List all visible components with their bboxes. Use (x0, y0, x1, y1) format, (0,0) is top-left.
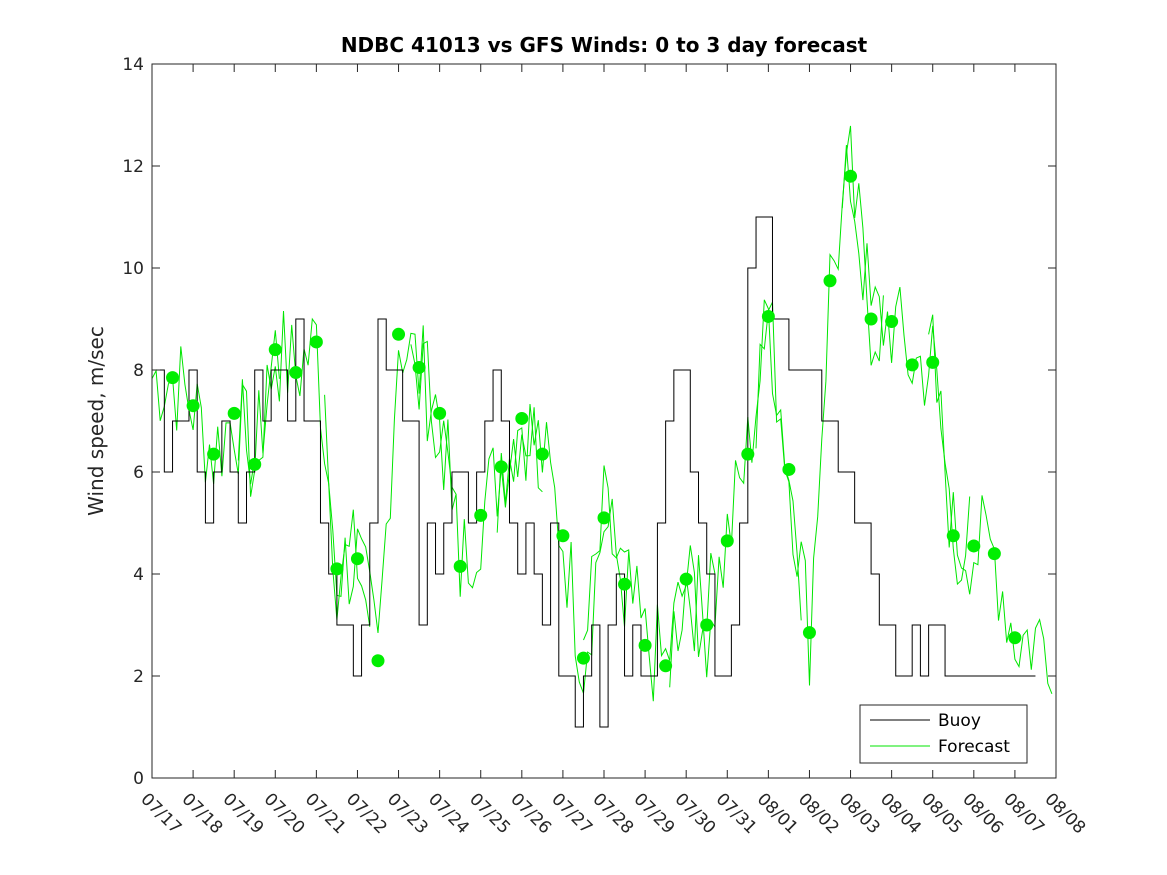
forecast-marker (207, 447, 221, 461)
forecast-marker (905, 358, 919, 372)
forecast-marker (700, 618, 714, 632)
forecast-line (841, 144, 971, 586)
forecast-marker (330, 562, 344, 576)
forecast-marker (782, 462, 796, 476)
forecast-line (324, 325, 457, 633)
forecast-marker (371, 654, 385, 668)
forecast-marker (638, 638, 652, 652)
buoy-line-group (152, 216, 1036, 728)
legend-forecast-label: Forecast (938, 737, 1010, 757)
forecast-marker (474, 508, 488, 522)
y-tick-label: 0 (133, 769, 144, 789)
forecast-markers (166, 169, 1022, 673)
forecast-marker (268, 343, 282, 357)
forecast-marker (535, 447, 549, 461)
y-tick-label: 4 (133, 565, 144, 585)
forecast-line (583, 465, 716, 702)
forecast-marker (350, 552, 364, 566)
forecast-marker (761, 309, 775, 323)
forecast-marker (433, 406, 447, 420)
forecast-marker (412, 360, 426, 374)
legend-buoy-label: Buoy (938, 711, 981, 731)
forecast-line (410, 340, 543, 597)
y-tick-label: 14 (122, 55, 144, 75)
forecast-marker (823, 274, 837, 288)
forecast-marker (741, 447, 755, 461)
forecast-marker (248, 457, 262, 471)
forecast-marker (987, 547, 1001, 561)
forecast-marker (309, 335, 323, 349)
y-tick-label: 12 (122, 157, 144, 177)
forecast-marker (515, 411, 529, 425)
forecast-line (928, 314, 1053, 694)
plot-area (152, 64, 1056, 778)
forecast-marker (864, 312, 878, 326)
forecast-marker (720, 534, 734, 548)
forecast-marker (186, 399, 200, 413)
forecast-marker (967, 539, 981, 553)
forecast-line (755, 125, 884, 686)
forecast-marker (844, 169, 858, 183)
y-tick-label: 10 (122, 259, 144, 279)
legend: Buoy Forecast (859, 704, 1028, 764)
forecast-marker (453, 559, 467, 573)
forecast-marker (946, 529, 960, 543)
y-tick-label: 6 (133, 463, 144, 483)
legend-box (859, 704, 1028, 764)
forecast-line (496, 403, 630, 694)
forecast-marker (494, 460, 508, 474)
y-tick-label: 8 (133, 361, 144, 381)
forecast-lines (151, 125, 1053, 702)
forecast-marker (659, 659, 673, 673)
forecast-marker (802, 626, 816, 640)
y-tick-label: 2 (133, 667, 144, 687)
chart-title: NDBC 41013 vs GFS Winds: 0 to 3 day fore… (341, 33, 868, 57)
forecast-marker (597, 511, 611, 525)
forecast-marker (289, 366, 303, 380)
forecast-marker (392, 327, 406, 341)
buoy-line (152, 216, 1036, 728)
forecast-marker (679, 572, 693, 586)
forecast-marker (926, 355, 940, 369)
forecast-marker (227, 406, 241, 420)
forecast-line (669, 299, 802, 688)
forecast-marker (576, 651, 590, 665)
y-axis-label: Wind speed, m/sec (84, 326, 108, 516)
forecast-marker (618, 577, 632, 591)
forecast-marker (885, 315, 899, 329)
y-axis: 0 2 4 6 8 10 12 14 (122, 55, 1056, 789)
forecast-marker (166, 371, 180, 385)
forecast-marker (1008, 631, 1022, 645)
forecast-marker (556, 529, 570, 543)
